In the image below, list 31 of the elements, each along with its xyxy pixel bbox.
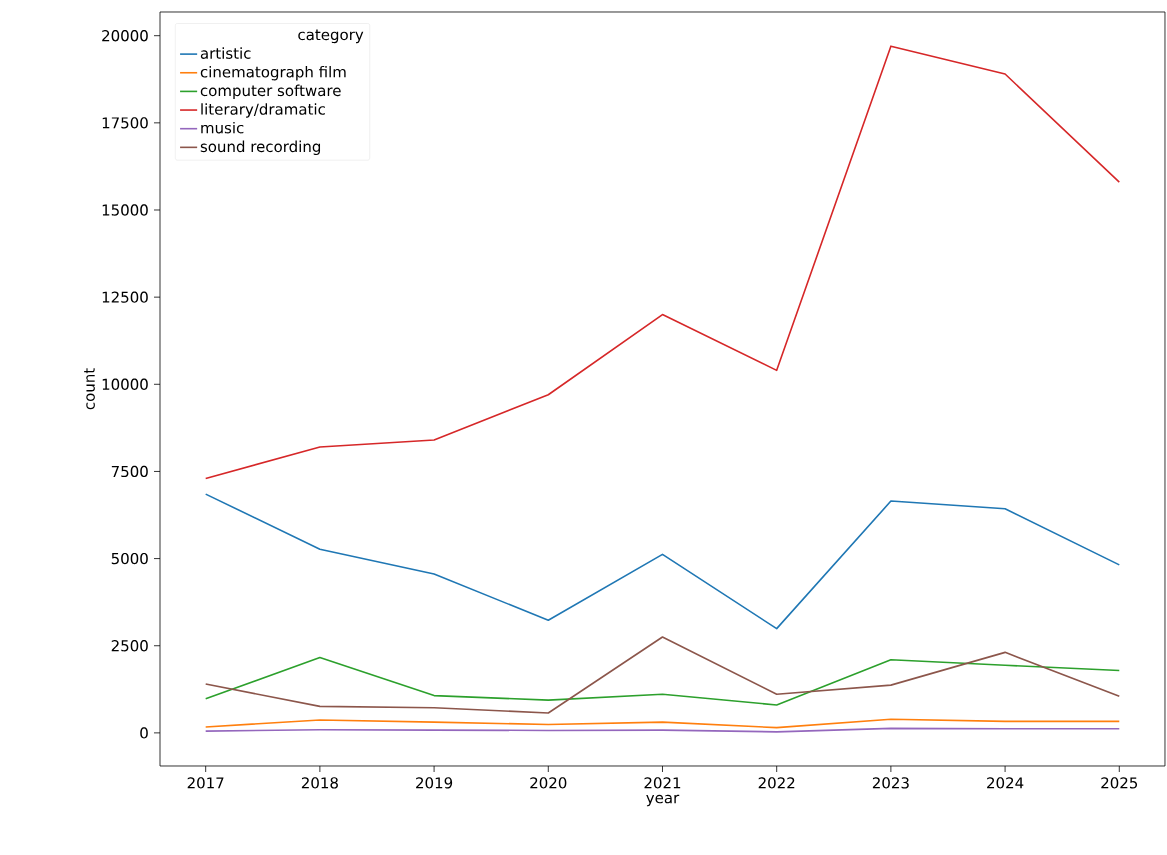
legend-label: cinematograph film (200, 65, 346, 81)
legend-label: music (201, 121, 244, 134)
x-tick-label: 2022 (758, 777, 795, 789)
line-series (204, 718, 1121, 729)
x-tick-label: 2021 (644, 777, 681, 789)
y-tick-label: 5000 (111, 552, 148, 565)
line-series (204, 656, 1121, 706)
x-tick-label: 2024 (987, 777, 1024, 789)
legend-label: literary/dramatic (201, 103, 325, 118)
x-tick-label: 2017 (187, 777, 224, 789)
y-tick-label: 2500 (111, 640, 148, 652)
legend-title: category (298, 29, 364, 44)
x-tick-label: 2019 (416, 777, 453, 789)
y-tick-label: 15000 (102, 204, 148, 216)
y-tick-label: 7500 (111, 465, 148, 478)
y-axis-title: count (84, 368, 95, 410)
line-series (204, 636, 1121, 714)
line-series (204, 493, 1121, 630)
x-tick-label: 2023 (872, 777, 909, 789)
x-tick-label: 2020 (530, 777, 567, 789)
legend-label: computer software (200, 84, 341, 100)
x-axis-title: year (646, 794, 680, 807)
y-tick-label: 0 (140, 727, 148, 739)
legend-label: artistic (200, 47, 251, 59)
x-tick-label: 2018 (301, 777, 338, 789)
x-tick-label: 2025 (1101, 777, 1138, 789)
legend-label: sound recording (200, 140, 321, 156)
y-tick-label: 12500 (102, 291, 148, 303)
y-tick-label: 10000 (102, 378, 148, 390)
y-tick-label: 20000 (102, 30, 148, 42)
y-tick-label: 17500 (102, 117, 148, 129)
